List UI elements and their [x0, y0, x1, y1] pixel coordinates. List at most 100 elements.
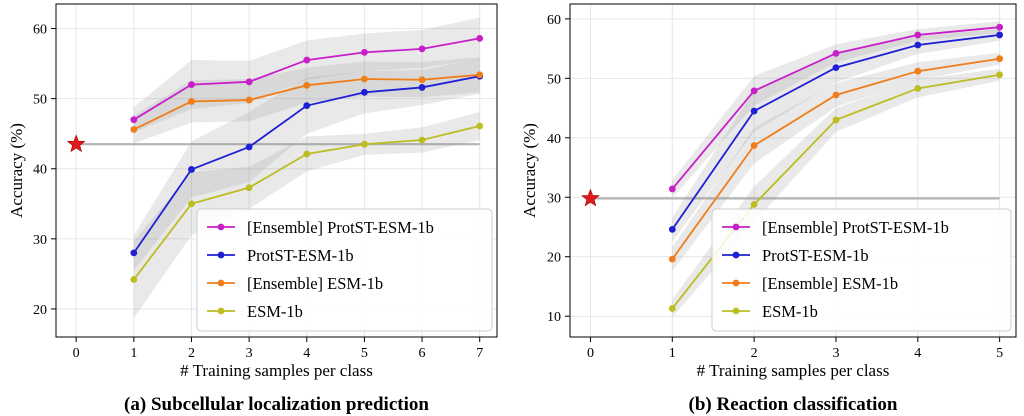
data-point — [668, 185, 676, 193]
y-tick-label: 60 — [33, 23, 47, 38]
legend: [Ensemble] ProtST-ESM-1b ProtST-ESM-1b [En… — [196, 208, 493, 332]
legend-label: ESM-1b — [762, 302, 818, 321]
data-point — [303, 56, 311, 64]
x-tick-label: 1 — [669, 346, 676, 361]
data-point — [245, 96, 253, 104]
legend-box — [196, 208, 493, 332]
data-point — [130, 276, 138, 283]
chart-panel-a: 0 1 2 3 4 5 6 7 20 30 40 50 60 # Training samples per… — [7, 3, 498, 415]
plot-frame — [569, 3, 1017, 338]
data-point — [832, 91, 840, 99]
legend-label: ProtST-ESM-1b — [762, 246, 869, 265]
data-point — [832, 64, 840, 72]
data-point — [418, 136, 426, 144]
chart-panel-b: 0 1 2 3 4 5 10 20 30 40 50 60 # Training samples per… — [520, 3, 1017, 415]
y-tick-label: 20 — [547, 251, 561, 266]
legend-marker — [732, 279, 740, 287]
x-tick-label: 0 — [587, 346, 594, 361]
data-point — [245, 184, 253, 192]
plot-frame — [55, 3, 498, 338]
legend-marker — [217, 223, 225, 231]
data-point — [750, 107, 758, 115]
y-axis-label: Accuracy (%) — [7, 123, 26, 218]
data-point — [750, 200, 758, 208]
x-tick-label: 3 — [832, 346, 839, 361]
data-point — [418, 45, 426, 53]
x-axis-label: # Training samples per class — [697, 361, 890, 380]
data-point — [914, 31, 922, 39]
data-point — [361, 140, 368, 148]
data-point — [418, 76, 426, 84]
data-point — [996, 71, 1004, 79]
legend-label: [Ensemble] ProtST-ESM-1b — [247, 218, 434, 237]
legend-box — [711, 208, 1012, 332]
data-point — [476, 122, 484, 130]
data-point — [418, 84, 426, 91]
x-tick-label: 6 — [419, 346, 426, 361]
data-point — [914, 67, 922, 75]
data-point — [750, 87, 758, 95]
x-tick-label: 2 — [751, 346, 758, 361]
y-tick-label: 50 — [33, 93, 47, 108]
data-point — [996, 23, 1004, 31]
baseline-star-marker — [66, 134, 86, 153]
y-tick-label: 60 — [547, 13, 561, 28]
x-tick-label: 1 — [130, 346, 137, 361]
y-tick-label: 40 — [33, 163, 47, 178]
legend-label: [Ensemble] ESM-1b — [762, 274, 898, 293]
legend-marker — [732, 251, 740, 259]
y-tick-label: 50 — [547, 72, 561, 87]
legend: [Ensemble] ProtST-ESM-1b ProtST-ESM-1b [En… — [711, 208, 1012, 332]
data-point — [303, 102, 311, 110]
x-tick-label: 0 — [73, 346, 80, 361]
data-point — [188, 81, 195, 89]
chart-caption: (b) Reaction classification — [689, 394, 898, 415]
baseline-star-marker — [581, 188, 600, 207]
x-tick-label: 7 — [476, 346, 483, 361]
x-tick-label: 4 — [914, 346, 921, 361]
data-point — [668, 305, 676, 312]
x-tick-label: 4 — [303, 346, 310, 361]
data-point — [668, 255, 676, 263]
legend-label: [Ensemble] ProtST-ESM-1b — [762, 218, 949, 237]
data-point — [188, 166, 195, 173]
x-tick-label: 5 — [996, 346, 1003, 361]
legend-marker — [217, 307, 225, 315]
data-point — [832, 49, 840, 57]
data-point — [476, 71, 484, 79]
y-tick-label: 40 — [547, 132, 561, 147]
data-point — [361, 48, 368, 56]
data-point — [914, 41, 922, 49]
x-tick-label: 3 — [246, 346, 253, 361]
data-point — [130, 126, 138, 133]
data-point — [303, 81, 311, 89]
y-tick-label: 30 — [33, 233, 47, 248]
legend-label: ProtST-ESM-1b — [247, 246, 354, 265]
data-point — [668, 225, 676, 233]
y-tick-label: 10 — [547, 310, 561, 325]
data-point — [832, 116, 840, 124]
data-point — [361, 88, 368, 96]
x-tick-label: 2 — [188, 346, 195, 361]
data-point — [476, 34, 484, 42]
legend-marker — [217, 279, 225, 287]
data-point — [750, 142, 758, 149]
data-point — [996, 31, 1004, 39]
data-point — [361, 75, 368, 83]
data-point — [188, 98, 195, 105]
data-point — [188, 200, 195, 208]
legend-marker — [732, 307, 740, 315]
y-axis-label: Accuracy (%) — [520, 123, 539, 218]
data-point — [996, 55, 1004, 63]
data-point — [130, 249, 138, 257]
y-tick-label: 30 — [547, 191, 561, 206]
series-band — [133, 17, 480, 133]
x-axis-label: # Training samples per class — [180, 361, 373, 380]
legend-label: ESM-1b — [247, 302, 303, 321]
data-point — [245, 78, 253, 86]
data-point — [303, 150, 311, 158]
data-point — [130, 116, 138, 124]
legend-marker — [217, 251, 225, 259]
y-tick-label: 20 — [33, 303, 47, 318]
